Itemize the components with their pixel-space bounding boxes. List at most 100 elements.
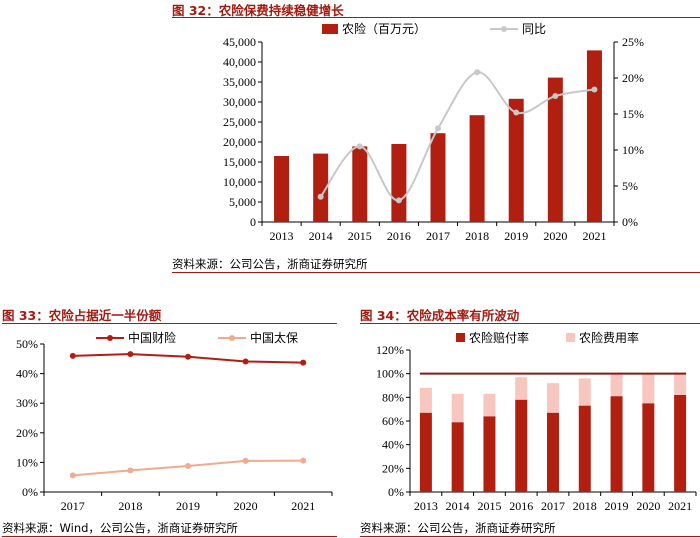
fig34-chart: 0% 20% 40% 60% 80% 100% 120% 2013 2014 2015 2016 20… bbox=[376, 330, 697, 513]
fig32-left-tick-label: 45,000 bbox=[223, 35, 256, 49]
fig34-loss-ratio-bar bbox=[419, 412, 432, 492]
fig34-x-tick-label: 2019 bbox=[605, 499, 629, 513]
fig33-series-point bbox=[69, 472, 76, 479]
fig33-x-tick-label: 2017 bbox=[61, 499, 85, 513]
fig32-x-tick-label: 2017 bbox=[426, 229, 450, 243]
fig33-series-point bbox=[300, 359, 307, 366]
fig32-title: 图 32：农险保费持续稳健增长 bbox=[172, 3, 344, 18]
fig32-title-rule bbox=[172, 17, 700, 18]
fig32-legend-line-label: 同比 bbox=[522, 22, 546, 36]
fig32-x-tick-label: 2015 bbox=[348, 229, 372, 243]
fig32-x-tick-label: 2016 bbox=[387, 229, 411, 243]
fig34-x-tick-label: 2017 bbox=[541, 499, 565, 513]
fig32-bar bbox=[508, 98, 524, 222]
fig32-right-tick-label: 15% bbox=[622, 107, 644, 121]
fig32-x-tick-label: 2013 bbox=[270, 229, 294, 243]
fig33-x-tick-label: 2020 bbox=[234, 499, 258, 513]
fig34-legend-label: 农险费用率 bbox=[579, 330, 639, 345]
fig33-y-tick-label: 0% bbox=[22, 485, 38, 499]
fig32-bar bbox=[547, 77, 563, 222]
fig34-loss-ratio-bar bbox=[642, 403, 655, 492]
fig32-yoy-point bbox=[474, 69, 481, 76]
fig33-y-tick-label: 30% bbox=[16, 396, 38, 410]
fig32-left-tick-label: 0 bbox=[250, 215, 256, 229]
fig32-yoy-point bbox=[435, 125, 441, 132]
fig32-bar bbox=[469, 115, 485, 222]
fig34-loss-ratio-bar bbox=[610, 396, 623, 492]
fig32-yoy-point bbox=[395, 197, 402, 204]
fig32-x-tick-label: 2020 bbox=[543, 229, 567, 243]
fig34-expense-ratio-bar bbox=[547, 383, 559, 413]
fig33-source-rule bbox=[2, 536, 337, 537]
fig34-loss-ratio-bar bbox=[515, 399, 528, 492]
fig32-yoy-point bbox=[552, 93, 559, 99]
fig34-loss-ratio-bar bbox=[483, 416, 496, 492]
fig34-expense-ratio-bar bbox=[610, 372, 623, 397]
fig33-chart: 0% 10% 20% 30% 40% 50% 2017 2018 2019 2020 2021 中国财… bbox=[16, 330, 333, 513]
fig33-source: 资料来源：Wind，公司公告，浙商证券研究所 bbox=[2, 521, 238, 535]
fig32-left-tick-label: 35,000 bbox=[223, 75, 256, 89]
fig32-left-tick-label: 40,000 bbox=[223, 55, 256, 69]
fig34-loss-ratio-bar bbox=[451, 422, 464, 492]
fig33-title-rule bbox=[2, 323, 337, 324]
fig32-right-tick-label: 10% bbox=[622, 143, 644, 157]
fig34-loss-ratio-bar bbox=[674, 394, 687, 492]
fig32-left-tick-label: 10,000 bbox=[223, 175, 256, 189]
fig32-right-tick-label: 25% bbox=[622, 35, 644, 49]
fig32-yoy-point bbox=[356, 143, 363, 150]
fig34-source: 资料来源：公司公告，浙商证券研究所 bbox=[360, 521, 556, 535]
fig34-y-tick-label: 0% bbox=[388, 485, 404, 499]
fig33-legend-marker bbox=[229, 335, 235, 341]
fig34-x-tick-label: 2020 bbox=[636, 499, 660, 513]
fig33-y-tick-label: 10% bbox=[16, 455, 38, 469]
fig33-title: 图 33：农险占据近一半份额 bbox=[2, 308, 162, 323]
fig32-source: 资料来源：公司公告，浙商证券研究所 bbox=[172, 257, 368, 271]
fig33-series-point bbox=[69, 352, 76, 359]
fig32-x-tick-label: 2014 bbox=[309, 229, 333, 243]
fig34-y-tick-label: 100% bbox=[376, 367, 404, 381]
fig33-legend-label: 中国太保 bbox=[250, 330, 298, 345]
fig32-chart: 0 5,000 10,000 15,000 20,000 25,000 30,000 35,0… bbox=[223, 21, 644, 243]
fig34-title: 图 34：农险成本率有所波动 bbox=[360, 308, 520, 323]
fig34-x-tick-label: 2021 bbox=[668, 499, 692, 513]
fig34-expense-ratio-bar bbox=[642, 373, 655, 404]
fig34-y-tick-label: 60% bbox=[382, 414, 404, 428]
fig32-bar bbox=[274, 156, 290, 222]
fig34-loss-ratio-bar bbox=[547, 412, 559, 492]
fig34-source-rule bbox=[360, 536, 700, 537]
fig34-title-rule bbox=[360, 323, 700, 324]
fig32-x-tick-label: 2019 bbox=[504, 229, 528, 243]
fig34-legend-swatch bbox=[566, 333, 575, 342]
fig34-legend-label: 农险赔付率 bbox=[469, 330, 529, 345]
fig32-yoy-point bbox=[317, 193, 324, 200]
fig34-x-tick-label: 2014 bbox=[446, 499, 470, 513]
fig33-series-point bbox=[300, 457, 307, 464]
fig34-expense-ratio-bar bbox=[578, 378, 591, 406]
fig33-series-point bbox=[185, 353, 191, 360]
fig32-right-tick-label: 20% bbox=[622, 71, 644, 85]
fig32-right-tick-label: 5% bbox=[622, 179, 638, 193]
fig34-y-tick-label: 120% bbox=[376, 343, 404, 357]
fig32-bar bbox=[586, 50, 602, 223]
fig33-legend-marker bbox=[107, 335, 113, 341]
fig33-x-tick-label: 2018 bbox=[118, 499, 142, 513]
fig32-bar bbox=[430, 133, 446, 222]
fig33-series-point bbox=[242, 457, 249, 464]
fig32-source-rule bbox=[172, 272, 700, 273]
fig33-series-point bbox=[185, 462, 191, 469]
fig34-x-tick-label: 2013 bbox=[414, 499, 438, 513]
fig32-x-tick-label: 2021 bbox=[582, 229, 606, 243]
fig32-left-tick-label: 20,000 bbox=[223, 135, 256, 149]
fig32-yoy-point bbox=[591, 86, 598, 93]
fig32-legend-line-marker bbox=[501, 26, 507, 32]
fig33-y-tick-label: 20% bbox=[16, 426, 38, 440]
fig34-legend-swatch bbox=[456, 333, 465, 342]
fig32-x-tick-label: 2018 bbox=[465, 229, 489, 243]
fig34-y-tick-label: 40% bbox=[382, 438, 404, 452]
fig32-bar bbox=[391, 144, 407, 222]
fig34-expense-ratio-bar bbox=[674, 372, 687, 395]
fig32-right-tick-label: 0% bbox=[622, 215, 638, 229]
fig33-series-point bbox=[127, 351, 134, 358]
fig32-yoy-line bbox=[319, 71, 595, 202]
fig34-y-tick-label: 80% bbox=[382, 390, 404, 404]
